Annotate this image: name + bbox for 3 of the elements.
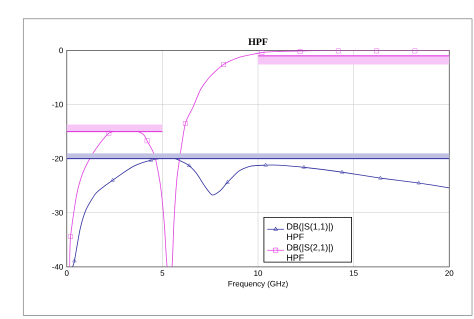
legend-label: DB(|S(2,1)|) HPF <box>287 244 333 261</box>
chart-title: HPF <box>248 38 268 45</box>
legend-label: DB(|S(1,1)|) HPF <box>287 222 333 240</box>
